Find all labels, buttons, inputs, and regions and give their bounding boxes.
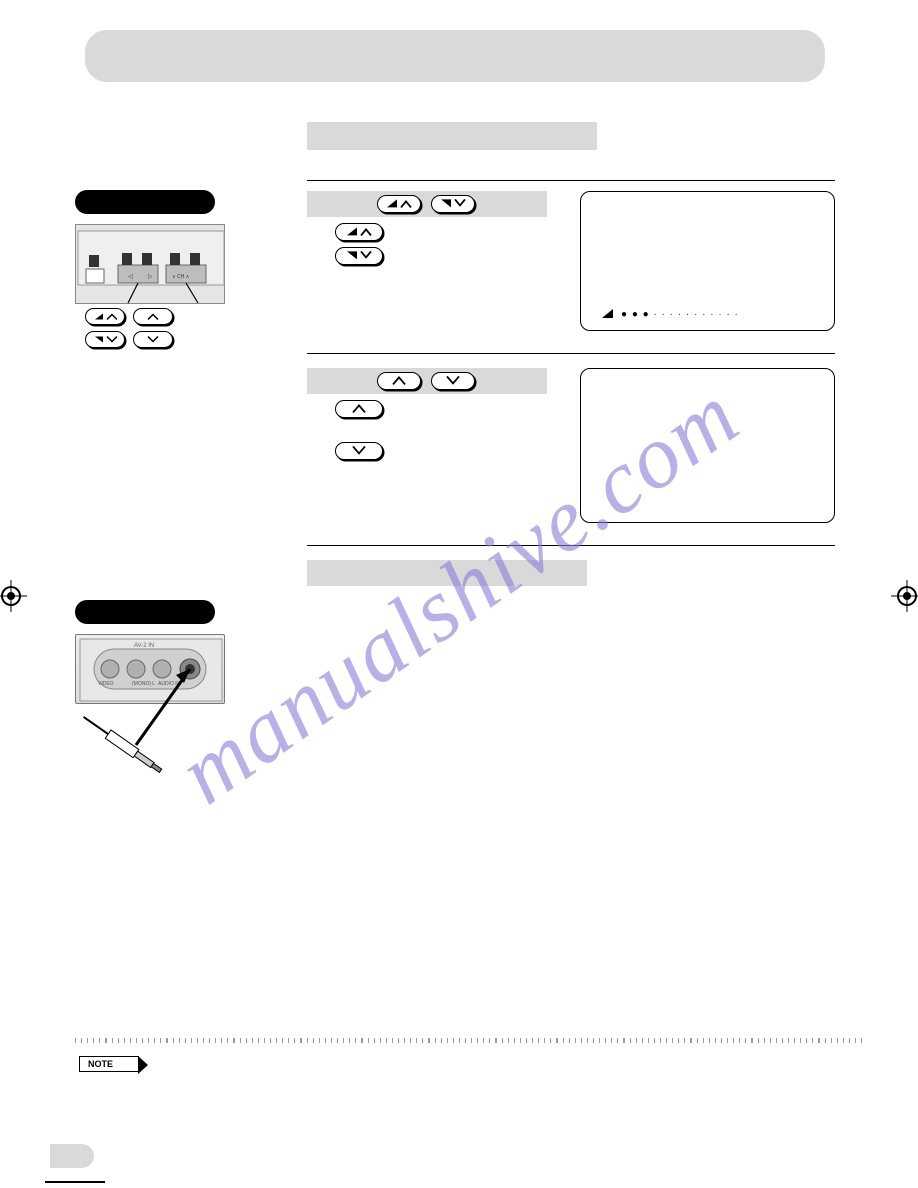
svg-text:◁: ◁ [128,274,133,280]
dotted-divider: document.write(Array.from({length:130}).… [0,1038,918,1044]
page-number-tab [50,1144,94,1168]
crop-mark-right [891,580,918,612]
ch-down-button-icon [133,331,173,348]
title-bar [85,30,825,82]
ch-down-pill [431,372,475,390]
tv-screen-channel [580,368,835,523]
svg-text:▷: ▷ [148,274,153,280]
speaker-icon [601,308,615,320]
svg-text:(MONO) L: (MONO) L [132,681,155,687]
vol-up-button-icon [85,308,125,325]
divider [307,353,835,354]
ch-up-line [335,400,580,418]
vol-up-pill [377,195,421,213]
svg-text:AV-2 IN: AV-2 IN [134,643,154,649]
step-bar-volume [307,191,547,217]
ch-down-line [335,442,580,460]
step-bar-channel [307,368,547,394]
note-label: NOTE [88,1059,113,1069]
vol-down-button-icon [85,331,125,348]
svg-text:VIDEO: VIDEO [98,681,114,687]
front-panel-illustration: ◁ ▷ ∨ CH ∧ [75,224,225,304]
tv-screen-volume: ● ● ● · · · · · · · · · · · [580,191,835,331]
side-label-pill [75,190,215,214]
vol-up-line [335,223,580,241]
side-panel-headphone: AV-2 IN VIDEO (MONO) L AUDIO R [75,600,255,704]
note-tag-wrapper: NOTE [79,1050,139,1077]
page-content: ◁ ▷ ∨ CH ∧ [75,30,835,586]
side-label-pill-2 [75,600,215,624]
av-panel-illustration: AV-2 IN VIDEO (MONO) L AUDIO R [75,634,225,704]
ch-up-pill [377,372,421,390]
svg-text:∨ CH ∧: ∨ CH ∧ [172,274,190,280]
vol-down-line [335,247,580,265]
side-panel-volume: ◁ ▷ ∨ CH ∧ [75,190,255,348]
volume-indicator: ● ● ● · · · · · · · · · · · [601,308,814,320]
section-heading-bar [307,122,597,150]
footer-line [45,1181,105,1183]
section-bar-headphone [307,560,587,586]
crop-mark-left [0,580,27,612]
note-tag: NOTE [79,1056,139,1072]
vol-down-pill [431,195,475,213]
divider [307,545,835,546]
ch-up-button-icon [133,308,173,325]
divider [307,180,835,181]
